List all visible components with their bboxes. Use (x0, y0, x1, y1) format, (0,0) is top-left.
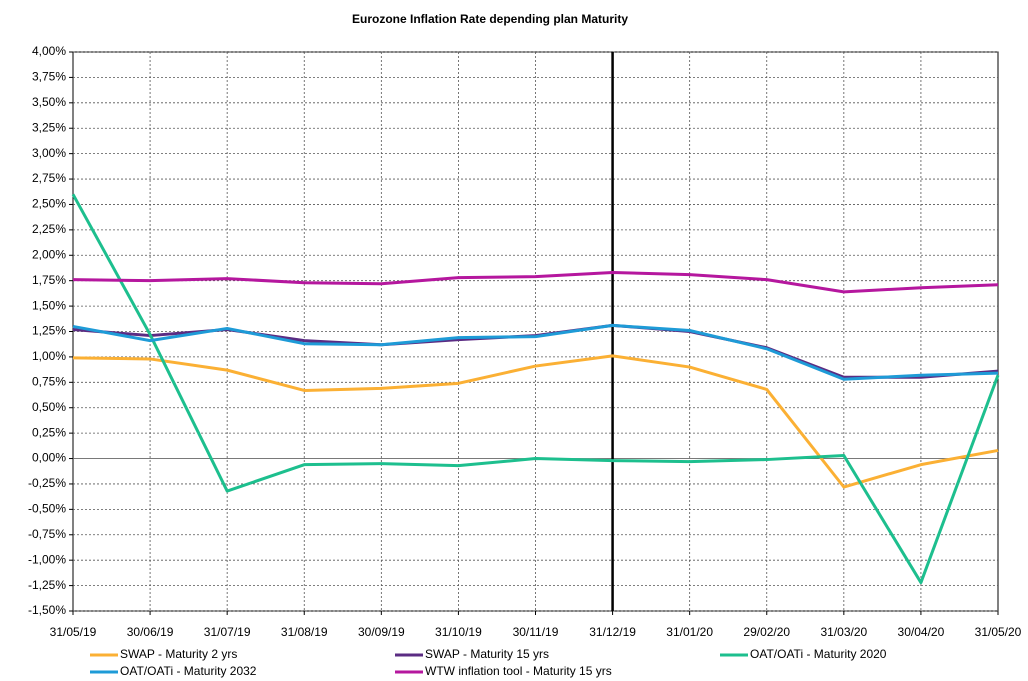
x-tick-label: 31/01/20 (666, 625, 713, 639)
y-tick-label: -1,25% (28, 578, 66, 592)
legend-label: OAT/OATi - Maturity 2032 (120, 664, 257, 678)
y-tick-label: 3,25% (32, 120, 66, 134)
x-tick-label: 31/07/19 (204, 625, 251, 639)
y-tick-label: 2,50% (32, 197, 66, 211)
x-tick-label: 30/04/20 (898, 625, 945, 639)
y-tick-label: -1,50% (28, 603, 66, 617)
y-tick-label: 3,00% (32, 146, 66, 160)
y-tick-label: 1,00% (32, 349, 66, 363)
x-tick-label: 30/09/19 (358, 625, 405, 639)
y-tick-label: 3,50% (32, 95, 66, 109)
x-tick-label: 29/02/20 (743, 625, 790, 639)
x-tick-label: 30/06/19 (127, 625, 174, 639)
y-tick-label: 1,25% (32, 324, 66, 338)
y-tick-label: -0,75% (28, 527, 66, 541)
x-tick-label: 31/12/19 (589, 625, 636, 639)
y-tick-label: 2,00% (32, 247, 66, 261)
y-tick-label: 1,50% (32, 298, 66, 312)
legend-label: SWAP - Maturity 2 yrs (120, 647, 237, 661)
y-tick-label: 4,00% (32, 44, 66, 58)
y-tick-label: 2,25% (32, 222, 66, 236)
legend-label: OAT/OATi - Maturity 2020 (750, 647, 887, 661)
legend-label: SWAP - Maturity 15 yrs (425, 647, 549, 661)
y-tick-label: 0,25% (32, 425, 66, 439)
x-tick-label: 31/05/20 (975, 625, 1022, 639)
y-tick-label: -0,50% (28, 502, 66, 516)
chart-title: Eurozone Inflation Rate depending plan M… (352, 12, 628, 26)
legend-label: WTW inflation tool - Maturity 15 yrs (425, 664, 612, 678)
series-line (72, 323, 999, 381)
x-tick-label: 30/11/19 (513, 625, 559, 639)
y-tick-label: -0,25% (28, 476, 66, 490)
series-line (72, 354, 999, 489)
series-line (72, 271, 999, 294)
x-tick-label: 31/03/20 (820, 625, 867, 639)
x-tick-label: 31/05/19 (50, 625, 97, 639)
y-tick-label: 0,50% (32, 400, 66, 414)
series-line (71, 193, 1000, 585)
y-tick-label: 3,75% (32, 70, 66, 84)
y-tick-label: 1,75% (32, 273, 66, 287)
y-tick-label: 2,75% (32, 171, 66, 185)
x-tick-label: 31/08/19 (281, 625, 328, 639)
y-tick-label: -1,00% (28, 552, 66, 566)
x-tick-label: 31/10/19 (435, 625, 482, 639)
y-tick-label: 0,00% (32, 451, 66, 465)
y-tick-label: 0,75% (32, 374, 66, 388)
